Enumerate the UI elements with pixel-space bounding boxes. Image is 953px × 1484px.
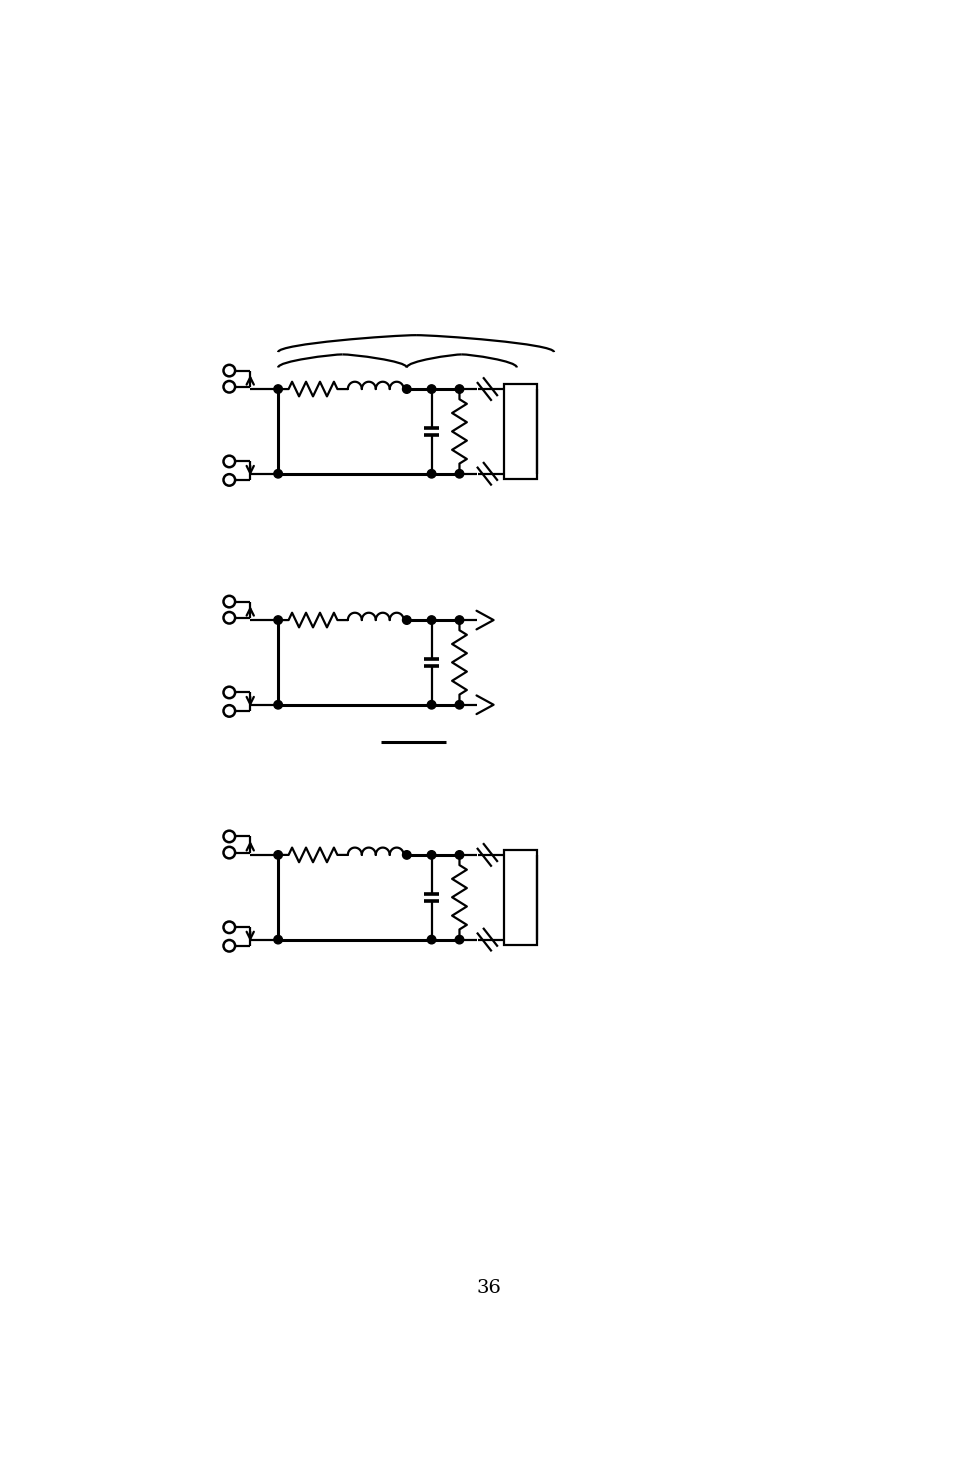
- Circle shape: [223, 611, 234, 623]
- Circle shape: [427, 469, 436, 478]
- Circle shape: [427, 616, 436, 625]
- Circle shape: [223, 456, 234, 467]
- Circle shape: [427, 384, 436, 393]
- Circle shape: [455, 935, 463, 944]
- Bar: [504, 384, 537, 479]
- Circle shape: [402, 384, 411, 393]
- Circle shape: [274, 935, 282, 944]
- Circle shape: [455, 700, 463, 709]
- Circle shape: [223, 595, 234, 607]
- Circle shape: [274, 850, 282, 859]
- Circle shape: [223, 831, 234, 843]
- Circle shape: [455, 850, 463, 859]
- Circle shape: [223, 365, 234, 377]
- Bar: [504, 849, 537, 945]
- Circle shape: [402, 850, 411, 859]
- Circle shape: [223, 847, 234, 858]
- Circle shape: [223, 687, 234, 697]
- Circle shape: [455, 469, 463, 478]
- Circle shape: [274, 384, 282, 393]
- Circle shape: [223, 939, 234, 951]
- Circle shape: [455, 384, 463, 393]
- Text: 36: 36: [476, 1279, 501, 1297]
- Circle shape: [223, 381, 234, 393]
- Circle shape: [427, 935, 436, 944]
- Circle shape: [274, 616, 282, 625]
- Circle shape: [274, 700, 282, 709]
- Circle shape: [455, 616, 463, 625]
- Circle shape: [402, 616, 411, 625]
- Circle shape: [427, 700, 436, 709]
- Circle shape: [427, 850, 436, 859]
- Circle shape: [223, 705, 234, 717]
- Circle shape: [223, 475, 234, 485]
- Circle shape: [223, 922, 234, 933]
- Circle shape: [274, 469, 282, 478]
